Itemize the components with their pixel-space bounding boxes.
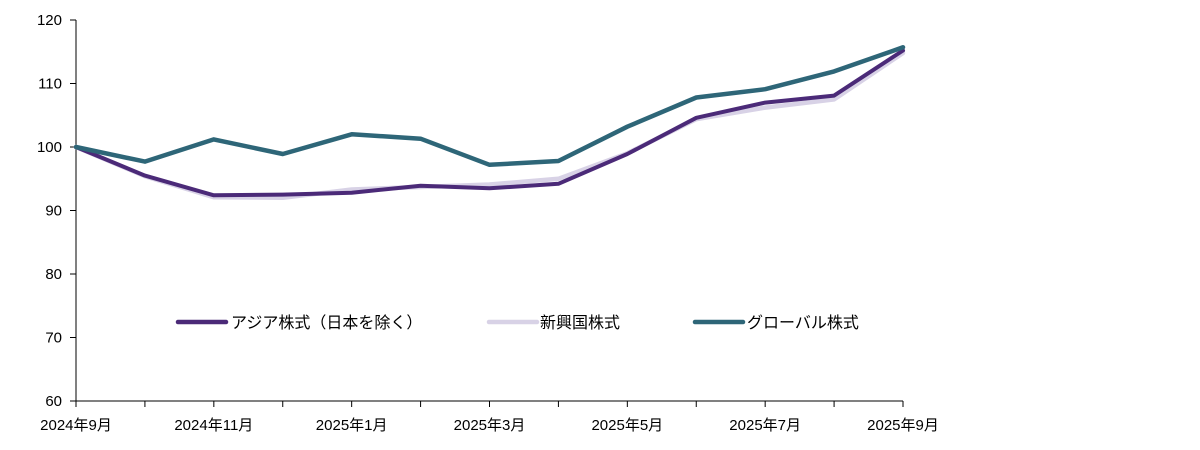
y-tick-label: 60 — [45, 393, 62, 410]
legend: アジア株式（日本を除く） 新興国株式 グローバル株式 — [175, 314, 859, 332]
y-tick-label: 100 — [37, 139, 62, 156]
legend-label-0: アジア株式（日本を除く） — [231, 314, 422, 332]
x-tick-label: 2025年3月 — [454, 417, 526, 434]
y-tick-label: 70 — [45, 330, 62, 347]
y-tick-label: 110 — [38, 76, 62, 93]
x-tick-label: 2025年5月 — [591, 417, 663, 434]
x-tick-label: 2025年7月 — [729, 417, 801, 434]
legend-label-2: グローバル株式 — [747, 314, 859, 332]
axes: 60 70 80 90 100 110 120 2024年9月 2024年11月 2025年1月 2… — [37, 12, 939, 434]
x-tick-label: 2025年1月 — [316, 417, 388, 434]
series-line-0 — [74, 48, 905, 198]
series-lines — [73, 45, 906, 201]
legend-label-1: 新興国株式 — [540, 314, 620, 332]
x-tick-label: 2024年9月 — [40, 417, 112, 434]
y-tick-label: 120 — [37, 12, 62, 29]
series-line-2 — [73, 45, 906, 168]
x-tick-label: 2024年11月 — [174, 417, 253, 434]
x-tick-label: 2025年9月 — [867, 417, 939, 434]
y-tick-label: 90 — [45, 203, 62, 220]
series-line-1 — [73, 50, 906, 201]
y-tick-label: 80 — [45, 266, 62, 283]
